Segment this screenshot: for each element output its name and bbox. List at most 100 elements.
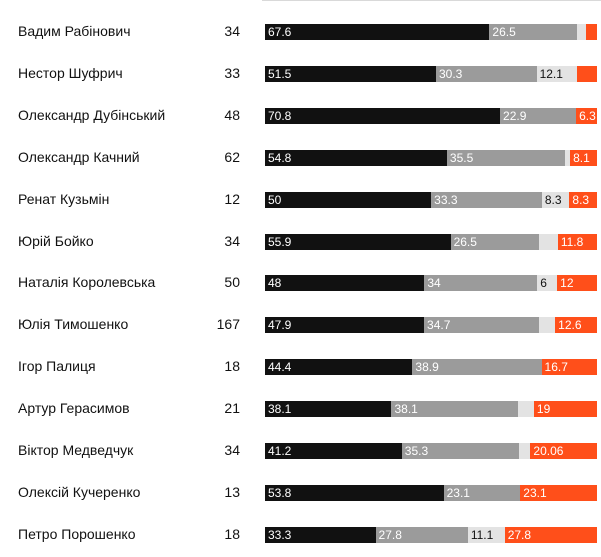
black-segment: 41.2	[265, 443, 402, 459]
stacked-bar: 67.6 26.5	[265, 24, 597, 40]
count-label: 34	[224, 232, 240, 249]
stacked-bar: 33.3 27.8 11.1 27.8	[265, 526, 597, 543]
orange-segment: 20.06	[530, 443, 597, 459]
chart-row: Віктор Медведчук 34 41.2 35.3 20.06	[0, 431, 601, 473]
stacked-bar: 70.8 22.9 6.3	[265, 107, 597, 124]
chart-row: Вадим Рабінович 34 67.6 26.5	[0, 12, 601, 54]
black-segment: 38.1	[265, 401, 392, 418]
count-label: 50	[224, 274, 240, 291]
orange-segment: 12	[557, 275, 597, 292]
stacked-bar: 38.1 38.1 19	[265, 401, 597, 418]
gray-segment: 34	[424, 275, 538, 292]
orange-segment: 16.7	[541, 359, 597, 376]
category-label: Олександр Качний	[18, 148, 140, 165]
gray-segment: 33.3	[431, 191, 542, 208]
orange-segment: 11.8	[557, 233, 597, 250]
black-segment: 48	[265, 275, 425, 292]
orange-segment: 6.3	[576, 107, 597, 124]
stacked-bar: 41.2 35.3 20.06	[265, 443, 597, 459]
light-gray-segment	[564, 149, 571, 166]
stacked-bar: 53.8 23.1 23.1	[265, 484, 597, 501]
stacked-bar: 50 33.3 8.3 8.3	[265, 191, 597, 208]
light-gray-segment: 12.1	[536, 65, 577, 82]
black-segment: 50	[265, 191, 432, 208]
gray-segment: 35.3	[401, 443, 519, 459]
light-gray-segment: 11.1	[467, 526, 505, 543]
count-label: 18	[224, 525, 240, 542]
category-label: Ренат Кузьмін	[18, 190, 110, 207]
count-label: 62	[224, 148, 240, 165]
gray-segment: 34.7	[424, 317, 540, 334]
light-gray-segment	[539, 317, 556, 334]
stacked-bar: 47.9 34.7 12.6	[265, 317, 597, 334]
category-label: Нестор Шуфрич	[18, 64, 123, 81]
count-label: 167	[216, 316, 240, 333]
gray-segment: 26.5	[450, 233, 539, 250]
chart-row: Артур Герасимов 21 38.1 38.1 19	[0, 389, 601, 431]
category-label: Петро Порошенко	[18, 525, 136, 542]
category-label: Юлія Тимошенко	[18, 316, 129, 333]
orange-segment: 12.6	[555, 317, 597, 334]
category-label: Юрій Бойко	[18, 232, 94, 249]
orange-segment: 8.1	[570, 149, 597, 166]
black-segment: 44.4	[265, 359, 413, 376]
chart-row: Петро Порошенко 18 33.3 27.8 11.1 27.8	[0, 515, 601, 557]
count-label: 18	[224, 358, 240, 375]
category-label: Олексій Кучеренко	[18, 483, 141, 500]
count-label: 13	[224, 483, 240, 500]
orange-segment: 27.8	[504, 526, 597, 543]
category-label: Олександр Дубінський	[18, 106, 166, 123]
gray-segment: 35.5	[446, 149, 565, 166]
count-label: 33	[224, 64, 240, 81]
orange-segment: 23.1	[520, 484, 597, 501]
category-label: Вадим Рабінович	[18, 23, 131, 39]
stacked-bar: 48 34 6 12	[265, 275, 597, 292]
black-segment: 54.8	[265, 149, 447, 166]
chart-row: Наталія Королевська 50 48 34 6 12	[0, 263, 601, 305]
light-gray-segment	[577, 24, 587, 40]
gray-segment: 38.1	[391, 401, 518, 418]
gray-segment: 26.5	[489, 24, 578, 40]
gray-segment: 38.9	[412, 359, 542, 376]
top-divider	[262, 0, 601, 1]
category-label: Артур Герасимов	[18, 400, 130, 417]
black-segment: 67.6	[265, 24, 490, 40]
chart-row: Олександр Качний 62 54.8 35.5 8.1	[0, 138, 601, 180]
chart-row: Олександр Дубінський 48 70.8 22.9 6.3	[0, 96, 601, 138]
chart-row: Юлія Тимошенко 167 47.9 34.7 12.6	[0, 305, 601, 347]
gray-segment: 23.1	[443, 484, 521, 501]
chart-row: Олексій Кучеренко 13 53.8 23.1 23.1	[0, 473, 601, 515]
light-gray-segment	[518, 443, 531, 459]
count-label: 34	[224, 442, 240, 458]
count-label: 34	[224, 23, 240, 39]
gray-segment: 22.9	[500, 107, 577, 124]
orange-segment	[586, 24, 597, 40]
light-gray-segment: 8.3	[541, 191, 570, 208]
black-segment: 47.9	[265, 317, 425, 334]
gray-segment: 27.8	[375, 526, 468, 543]
stacked-bar: 44.4 38.9 16.7	[265, 359, 597, 376]
black-segment: 53.8	[265, 484, 444, 501]
stacked-bar: 55.9 26.5 11.8	[265, 233, 597, 250]
light-gray-segment: 6	[537, 275, 558, 292]
stacked-bar: 51.5 30.3 12.1	[265, 65, 597, 82]
black-segment: 55.9	[265, 233, 451, 250]
gray-segment: 30.3	[435, 65, 537, 82]
stacked-bar: 54.8 35.5 8.1	[265, 149, 597, 166]
orange-segment: 19	[533, 401, 597, 418]
chart-row: Ренат Кузьмін 12 50 33.3 8.3 8.3	[0, 180, 601, 222]
orange-segment	[576, 65, 597, 82]
count-label: 48	[224, 106, 240, 123]
count-label: 12	[224, 190, 240, 207]
black-segment: 33.3	[265, 526, 376, 543]
black-segment: 51.5	[265, 65, 436, 82]
light-gray-segment	[538, 233, 558, 250]
chart-row: Нестор Шуфрич 33 51.5 30.3 12.1	[0, 54, 601, 96]
category-label: Ігор Палиця	[18, 358, 96, 375]
orange-segment: 8.3	[569, 191, 597, 208]
light-gray-segment	[517, 401, 534, 418]
category-label: Віктор Медведчук	[18, 442, 134, 458]
category-label: Наталія Королевська	[18, 274, 156, 291]
count-label: 21	[224, 400, 240, 417]
black-segment: 70.8	[265, 107, 501, 124]
